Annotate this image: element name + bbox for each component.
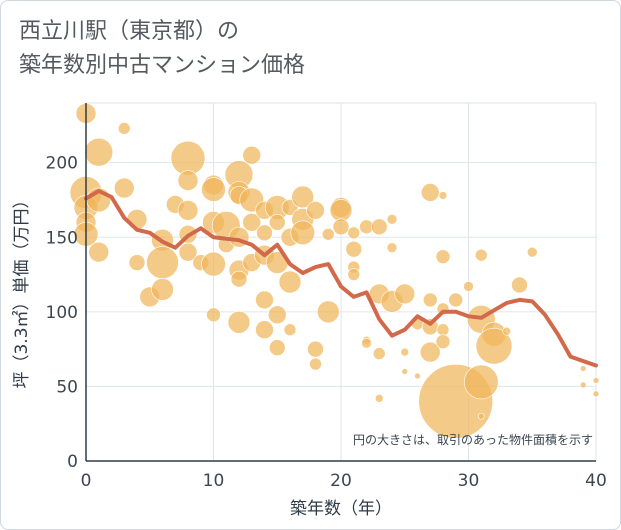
data-bubble	[370, 218, 388, 236]
y-tick-label: 200	[46, 154, 78, 174]
data-bubble	[419, 341, 441, 363]
chart-title-line-1: 西立川駅（東京都）の	[19, 19, 240, 44]
data-bubble	[170, 140, 206, 176]
data-bubble	[400, 347, 410, 357]
data-bubble	[329, 199, 353, 222]
data-bubble	[255, 320, 274, 340]
y-tick-label: 0	[67, 452, 78, 472]
data-bubble	[420, 183, 440, 202]
data-bubble	[463, 364, 499, 400]
y-axis-label: 坪（3.3㎡）単価（万円）	[12, 191, 32, 388]
data-bubble	[117, 122, 131, 135]
data-bubble	[321, 227, 335, 241]
data-bubble	[126, 209, 148, 230]
data-bubble	[255, 290, 274, 310]
data-bubble	[435, 334, 451, 349]
data-bubble	[283, 323, 297, 337]
data-bubble	[414, 372, 421, 380]
data-bubble	[422, 292, 438, 308]
data-bubble	[511, 276, 528, 294]
data-bubble	[309, 357, 322, 371]
data-bubble	[278, 270, 302, 294]
data-bubble	[256, 224, 273, 242]
data-bubble	[332, 218, 350, 236]
data-bubble	[177, 170, 199, 191]
data-bubble	[113, 177, 135, 199]
data-bubble	[84, 137, 114, 167]
x-tick-label: 30	[458, 471, 480, 491]
bubble-size-note: 円の大きさは、取引のあった物件面積を示す	[353, 432, 593, 447]
y-tick-label: 150	[46, 228, 78, 248]
data-bubble	[374, 394, 384, 403]
data-bubble	[267, 305, 287, 325]
data-bubble	[151, 278, 174, 301]
data-bubble	[347, 226, 361, 240]
data-bubble	[347, 268, 361, 281]
data-bubble	[291, 185, 315, 209]
data-bubble	[206, 307, 221, 323]
data-bubble	[290, 220, 316, 246]
data-bubble	[438, 191, 448, 200]
data-bubble	[526, 246, 538, 258]
data-bubble	[372, 347, 386, 360]
data-bubble	[307, 340, 324, 358]
data-bubble	[230, 270, 248, 288]
data-bubble	[227, 310, 251, 334]
x-tick-label: 0	[81, 471, 92, 491]
data-bubble	[592, 390, 600, 398]
average-line-series	[84, 189, 598, 368]
x-tick-label: 20	[330, 471, 352, 491]
data-bubble	[579, 365, 587, 372]
y-tick-label: 50	[56, 377, 78, 397]
data-bubble	[201, 251, 226, 277]
data-bubble	[88, 241, 110, 263]
data-bubble	[178, 242, 198, 262]
data-bubble	[579, 381, 587, 389]
chart-title: 西立川駅（東京都）の 築年数別中古マンション価格	[19, 15, 305, 83]
tick-labels: 0 10 20 30 40 0 50 100 150 200	[46, 154, 607, 491]
data-bubble	[477, 412, 485, 420]
data-bubble	[201, 177, 226, 202]
grid-lines	[85, 102, 597, 462]
x-axis-label: 築年数（年）	[290, 499, 392, 519]
data-bubble	[316, 300, 340, 324]
y-tick-label: 100	[46, 303, 78, 323]
chart-title-line-2: 築年数別中古マンション価格	[19, 53, 306, 78]
data-bubble	[177, 200, 199, 221]
data-bubble	[386, 214, 398, 225]
data-bubble	[475, 327, 513, 365]
data-bubble	[242, 145, 262, 165]
x-tick-label: 10	[203, 471, 225, 491]
average-price-line	[84, 189, 598, 368]
data-bubble	[436, 323, 450, 337]
data-bubble	[448, 292, 464, 308]
data-bubble	[242, 213, 262, 232]
data-bubble	[386, 242, 398, 253]
axes	[85, 103, 596, 462]
data-bubble	[463, 281, 474, 292]
data-bubble	[474, 248, 488, 262]
data-bubble	[361, 337, 372, 349]
data-bubble	[146, 246, 179, 279]
data-bubble	[268, 214, 286, 231]
data-bubble	[435, 249, 451, 264]
data-bubble	[401, 368, 409, 375]
data-bubble	[306, 201, 325, 220]
data-bubble	[592, 377, 600, 384]
x-tick-label: 40	[585, 471, 607, 491]
data-bubble	[502, 326, 512, 336]
data-bubble	[394, 283, 416, 305]
data-bubble	[345, 240, 363, 258]
data-bubble	[128, 254, 146, 271]
data-bubble	[268, 339, 286, 356]
